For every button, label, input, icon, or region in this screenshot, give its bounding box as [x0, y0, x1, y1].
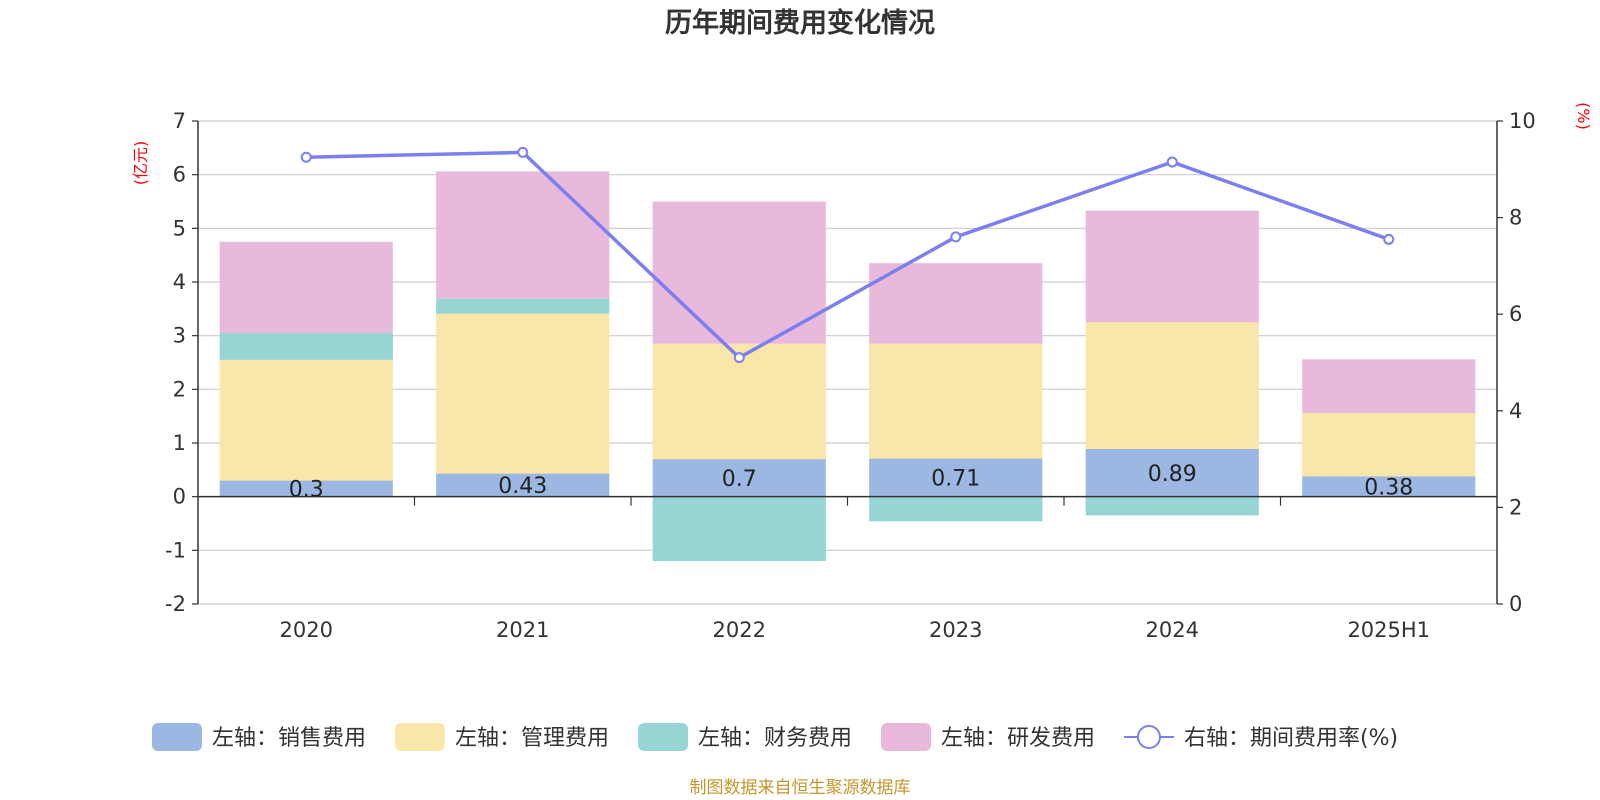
left-tick-label: -1	[165, 538, 186, 562]
legend-item[interactable]: 左轴：销售费用	[152, 723, 366, 751]
bar-labels: 0.3 0.43 0.7 0.71 0.89 0.38	[289, 462, 1413, 503]
legend-item[interactable]: 左轴：研发费用	[881, 723, 1095, 751]
bar-segment	[652, 201, 826, 344]
left-tick-label: 4	[173, 270, 186, 294]
legend-label: 左轴：财务费用	[698, 726, 852, 751]
bar-value-label: 0.43	[498, 474, 547, 499]
left-tick-label: 5	[173, 216, 186, 240]
axes: -2 -1 0 1 2 3 4 5 6 7 0 2 4 6 8 10 2020 2021 2022 2023 2024 2…	[131, 102, 1593, 642]
chart-title: 历年期间费用变化情况	[665, 7, 935, 39]
right-tick-label: 0	[1509, 592, 1522, 616]
bar-segment	[1085, 448, 1259, 497]
legend-label: 左轴：管理费用	[455, 726, 609, 751]
rate-point	[1166, 156, 1178, 168]
bar-segment	[436, 171, 610, 299]
category-label: 2021	[496, 618, 549, 642]
legend-swatch	[395, 723, 445, 751]
left-axis-unit: (亿元)	[131, 141, 150, 186]
bar-segment	[1302, 412, 1476, 477]
left-tick-label: 1	[173, 431, 186, 455]
legend: 左轴：销售费用 左轴：管理费用 左轴：财务费用 左轴：研发费用 右轴：期间费用率(%)	[152, 723, 1398, 751]
right-tick-label: 4	[1509, 399, 1522, 423]
bar-segment	[1085, 496, 1259, 516]
left-tick-label: 0	[173, 485, 186, 509]
bar-segment	[219, 359, 393, 481]
rate-point	[950, 231, 962, 243]
bar-value-label: 0.7	[722, 467, 757, 492]
legend-swatch	[638, 723, 688, 751]
bar-segment	[652, 459, 826, 497]
legend-item[interactable]: 左轴：财务费用	[638, 723, 852, 751]
bar-value-label: 0.38	[1364, 475, 1413, 500]
right-tick-label: 10	[1509, 109, 1536, 133]
legend-swatch	[152, 723, 202, 751]
category-label: 2025H1	[1347, 618, 1430, 642]
right-tick-label: 2	[1509, 495, 1522, 519]
left-tick-label: -2	[165, 592, 186, 616]
legend-label: 左轴：销售费用	[212, 726, 366, 751]
left-tick-label: 6	[173, 163, 186, 187]
bars	[219, 171, 1476, 562]
right-axis-unit: (%)	[1574, 102, 1593, 130]
bar-segment	[436, 473, 610, 497]
legend-swatch	[881, 723, 931, 751]
bar-segment	[869, 458, 1043, 497]
legend-item[interactable]: 右轴：期间费用率(%)	[1124, 725, 1398, 751]
rate-point	[517, 146, 529, 158]
left-tick-label: 2	[173, 377, 186, 401]
bar-segment	[869, 343, 1043, 459]
category-label: 2024	[1146, 618, 1199, 642]
legend-label: 左轴：研发费用	[941, 726, 1095, 751]
right-tick-label: 8	[1509, 206, 1522, 230]
bar-segment	[1085, 322, 1259, 449]
bar-segment	[436, 298, 610, 314]
category-label: 2022	[713, 618, 766, 642]
bar-value-label: 0.71	[931, 467, 980, 492]
bar-segment	[1302, 359, 1476, 413]
rate-point	[1383, 233, 1395, 245]
legend-item[interactable]: 左轴：管理费用	[395, 723, 609, 751]
rate-point	[300, 151, 312, 163]
bar-segment	[219, 241, 393, 333]
data-source: 制图数据来自恒生聚源数据库	[690, 778, 911, 798]
rate-point	[733, 352, 745, 364]
bar-segment	[1302, 476, 1476, 497]
bar-segment	[219, 332, 393, 360]
rate-line-path	[306, 150, 1390, 360]
bar-value-label: 0.89	[1148, 462, 1197, 487]
bar-value-label: 0.3	[289, 478, 324, 503]
category-label: 2020	[280, 618, 333, 642]
bar-segment	[219, 480, 393, 497]
left-tick-label: 3	[173, 324, 186, 348]
legend-marker	[1137, 725, 1161, 749]
bar-segment	[869, 263, 1043, 344]
bar-segment	[869, 496, 1043, 522]
rate-line	[300, 146, 1395, 364]
legend-label: 右轴：期间费用率(%)	[1184, 726, 1398, 751]
right-tick-label: 6	[1509, 302, 1522, 326]
bar-segment	[1085, 210, 1259, 323]
bar-segment	[652, 496, 826, 562]
category-label: 2023	[929, 618, 982, 642]
bar-segment	[436, 313, 610, 474]
left-tick-label: 7	[173, 109, 186, 133]
